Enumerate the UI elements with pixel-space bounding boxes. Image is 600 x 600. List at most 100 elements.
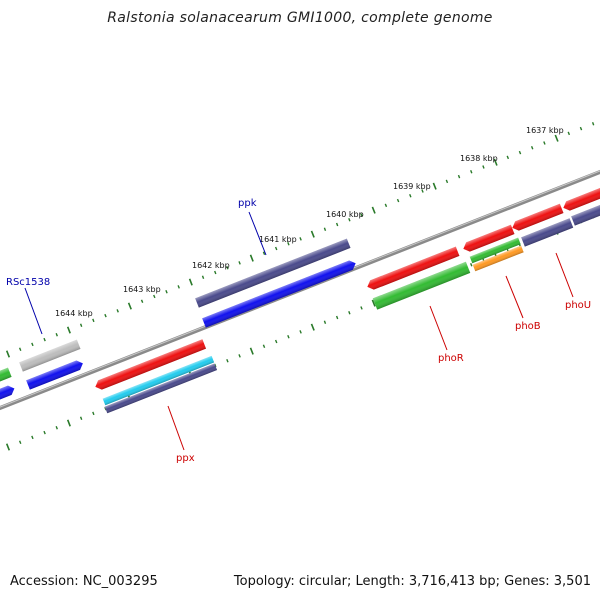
leader-line-ppx: [167, 405, 185, 451]
scale-tick: [287, 241, 290, 246]
scale-tick: [92, 411, 95, 416]
scale-tick: [201, 275, 205, 280]
kbp-label-1644: 1644 kbp: [55, 309, 93, 318]
scale-tick: [55, 426, 58, 430]
scale-tick: [274, 339, 278, 344]
scale-tick: [66, 326, 71, 334]
gene-label-ppx: ppx: [176, 453, 195, 464]
leader-line-phou: [555, 252, 574, 298]
scale-tick: [5, 443, 11, 451]
gene-feature: [469, 237, 521, 264]
kbp-label-1638: 1638 kbp: [460, 154, 498, 163]
genome-summary-text: Topology: circular; Length: 3,716,413 bp…: [233, 574, 591, 589]
scale-tick: [79, 416, 83, 420]
scale-tick: [567, 131, 571, 136]
kbp-label-1637: 1637 kbp: [526, 126, 564, 135]
scale-tick: [249, 347, 254, 355]
scale-tick: [31, 342, 34, 347]
scale-tick: [127, 302, 132, 310]
scale-tick: [371, 206, 376, 214]
gene-feature: [102, 355, 215, 406]
scale-tick: [457, 174, 461, 179]
scale-tick: [262, 251, 266, 256]
inner-tick-track: [5, 215, 595, 451]
scale-tick: [31, 435, 34, 440]
kbp-label-1639: 1639 kbp: [393, 182, 431, 191]
scale-tick: [18, 347, 22, 351]
gene-feature: [0, 367, 12, 389]
scale-tick: [348, 217, 351, 222]
scale-tick: [92, 318, 95, 323]
scale-tick: [226, 358, 229, 363]
gene-feature: [0, 385, 15, 407]
scale-tick: [262, 344, 266, 349]
scale-tick: [591, 122, 595, 126]
gene-label-rsc1538: RSc1538: [6, 277, 50, 288]
leader-line-phor: [429, 305, 448, 351]
scale-tick: [188, 278, 193, 286]
kbp-label-1642: 1642 kbp: [192, 261, 230, 270]
scale-tick: [335, 222, 339, 227]
scale-tick: [421, 189, 424, 193]
gene-label-ppk: ppk: [238, 198, 257, 209]
scale-tick: [323, 227, 327, 232]
gene-feature: [95, 339, 207, 390]
gene-feature: [521, 218, 574, 247]
scale-tick: [470, 170, 473, 174]
gene-features: [0, 184, 600, 414]
scale-tick: [226, 265, 229, 270]
kbp-label-1641: 1641 kbp: [259, 235, 297, 244]
scale-tick: [409, 194, 412, 198]
scale-tick: [360, 306, 363, 310]
scale-tick: [493, 158, 498, 166]
leader-line-ppk: [248, 211, 267, 256]
map-title: Ralstonia solanacearum GMI1000, complete…: [107, 10, 493, 26]
scale-tick: [66, 419, 71, 427]
label-leaders: [24, 211, 574, 451]
accession-text: Accession: NC_003295: [10, 574, 158, 589]
scale-tick: [116, 309, 119, 313]
gene-feature: [202, 260, 356, 328]
scale-tick: [140, 299, 144, 303]
scale-tick: [43, 337, 46, 342]
scale-tick: [335, 315, 339, 320]
scale-tick: [554, 134, 559, 142]
scale-tick: [470, 263, 473, 267]
scale-tick: [299, 330, 302, 334]
scale-tick: [18, 440, 22, 444]
scale-tick: [348, 310, 351, 315]
gene-label-phor: phoR: [438, 353, 464, 364]
scale-tick: [310, 230, 315, 238]
scale-tick: [238, 354, 241, 358]
scale-tick: [249, 254, 254, 262]
scale-tick: [530, 146, 534, 150]
gene-feature: [367, 246, 460, 290]
scale-tick: [79, 323, 83, 327]
gene-label-group: ppk RSc1538 ppx phoR phoB phoU: [6, 198, 591, 464]
gene-feature: [571, 201, 600, 226]
outer-tick-track: [5, 122, 595, 358]
gene-feature: [472, 245, 524, 272]
scale-tick: [579, 126, 583, 131]
gene-feature: [195, 238, 351, 308]
gene-feature: [104, 363, 218, 414]
scale-tick: [543, 141, 546, 145]
scale-tick: [506, 155, 510, 160]
scale-tick: [360, 213, 363, 217]
scale-tick: [310, 323, 315, 331]
gene-feature: [372, 261, 471, 310]
scale-tick: [432, 182, 437, 190]
gene-feature: [463, 224, 515, 252]
leader-line-phob: [505, 275, 524, 319]
gene-label-phob: phoB: [515, 321, 541, 332]
kbp-labels: 1637 kbp 1638 kbp 1639 kbp 1640 kbp 1641…: [55, 126, 564, 318]
kbp-label-1643: 1643 kbp: [123, 285, 161, 294]
scale-tick: [371, 299, 376, 307]
scale-tick: [445, 179, 449, 184]
gene-label-phou: phoU: [565, 300, 591, 311]
leader-line-rsc1538: [24, 287, 43, 335]
scale-tick: [55, 333, 58, 337]
scale-tick: [5, 350, 11, 358]
scale-tick: [165, 289, 168, 294]
